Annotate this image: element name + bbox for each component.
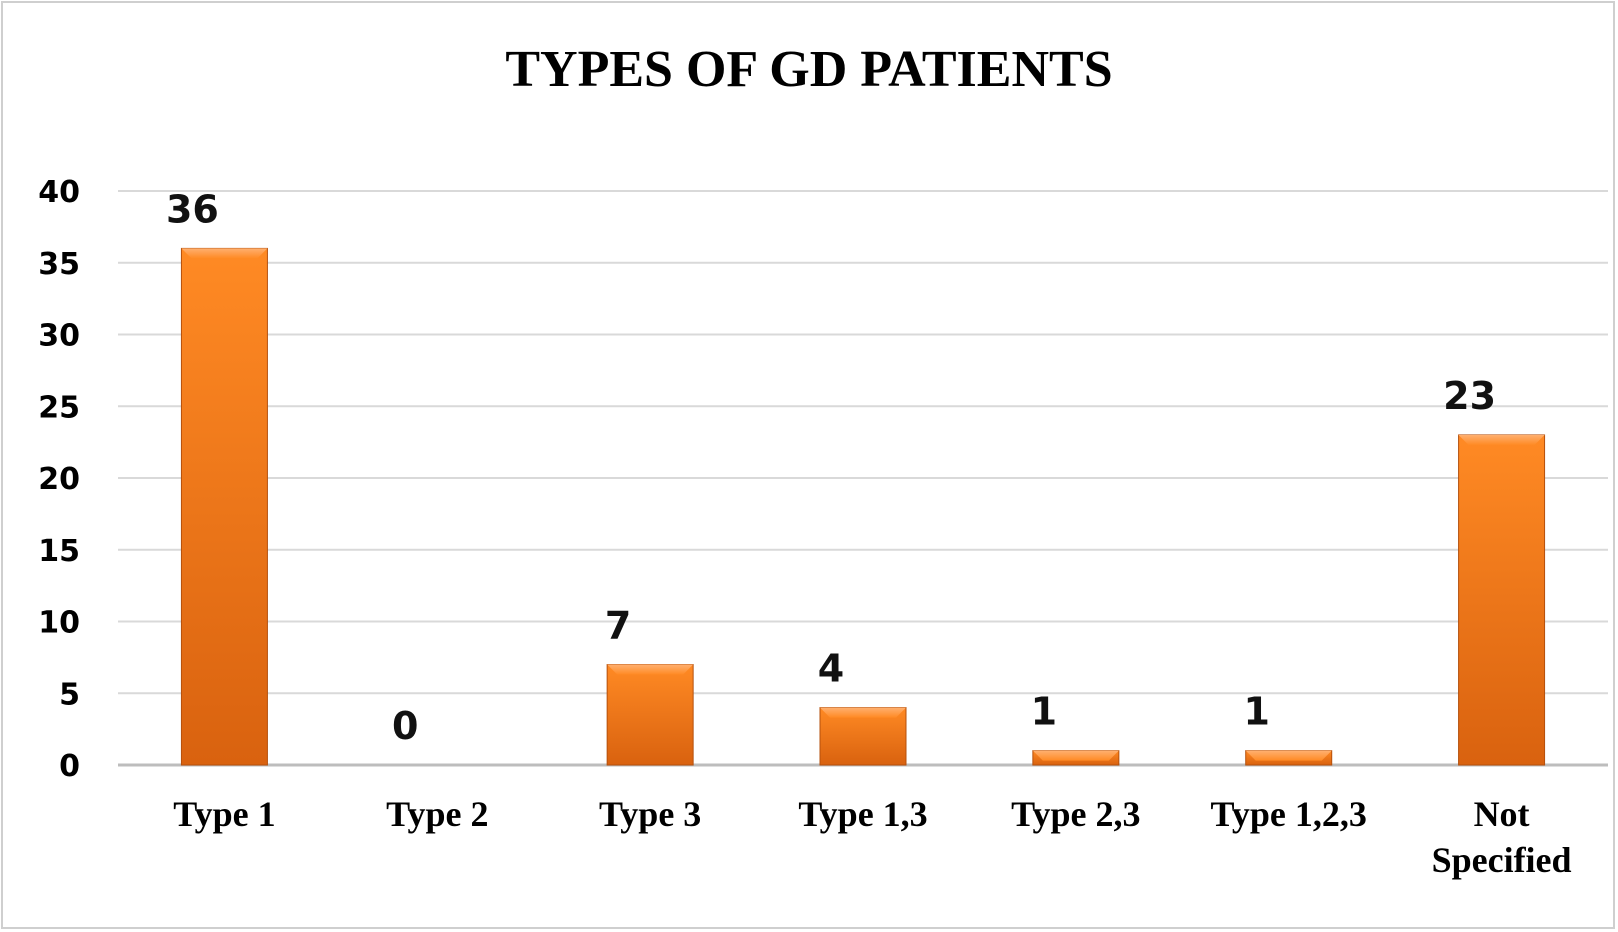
bar-bevel xyxy=(607,664,694,675)
data-label: 1 xyxy=(1243,690,1269,734)
y-tick-label: 30 xyxy=(38,319,80,354)
y-tick-label: 20 xyxy=(38,462,80,497)
x-tick-label: Type 2 xyxy=(386,794,488,834)
x-axis-ticks: Type 1 Type 2 Type 3 Type 1,3 Type 2,3 Type 1… xyxy=(173,794,1571,880)
bar-bevel xyxy=(181,248,268,259)
y-tick-label: 35 xyxy=(38,247,80,282)
bar xyxy=(180,247,268,766)
bars xyxy=(180,247,1546,766)
y-tick-label: 25 xyxy=(38,390,80,425)
data-label: 1 xyxy=(1031,690,1057,734)
x-tick-label: Type 1,2,3 xyxy=(1211,794,1367,834)
bar xyxy=(606,664,694,766)
bar-bevel xyxy=(1245,750,1332,761)
x-tick-label: Type 2,3 xyxy=(1011,794,1140,834)
bar-bevel xyxy=(1458,434,1545,445)
chart-title: TYPES OF GD PATIENTS xyxy=(505,41,1112,98)
gridlines xyxy=(118,190,1608,767)
x-tick-label: Type 1,3 xyxy=(798,794,927,834)
data-label: 23 xyxy=(1443,374,1496,418)
y-tick-label: 0 xyxy=(59,749,80,784)
bar xyxy=(1458,434,1546,766)
data-label: 7 xyxy=(605,604,631,648)
y-tick-label: 10 xyxy=(38,606,80,641)
x-tick-label: Type 3 xyxy=(599,794,701,834)
bar-bevel xyxy=(820,707,906,718)
x-tick-label: Type 1 xyxy=(173,794,275,834)
bar-bevel xyxy=(1032,750,1119,761)
y-axis-ticks: 0 5 10 15 20 25 30 35 40 xyxy=(38,175,80,784)
y-tick-label: 15 xyxy=(38,534,80,569)
data-label: 4 xyxy=(818,647,844,691)
data-label: 36 xyxy=(166,187,219,231)
data-label: 0 xyxy=(392,704,418,748)
data-labels: 36 0 7 4 1 1 23 xyxy=(166,187,1496,748)
x-tick-label: Not Specified xyxy=(1432,794,1572,880)
y-tick-label: 40 xyxy=(38,175,80,210)
y-tick-label: 5 xyxy=(59,677,80,712)
